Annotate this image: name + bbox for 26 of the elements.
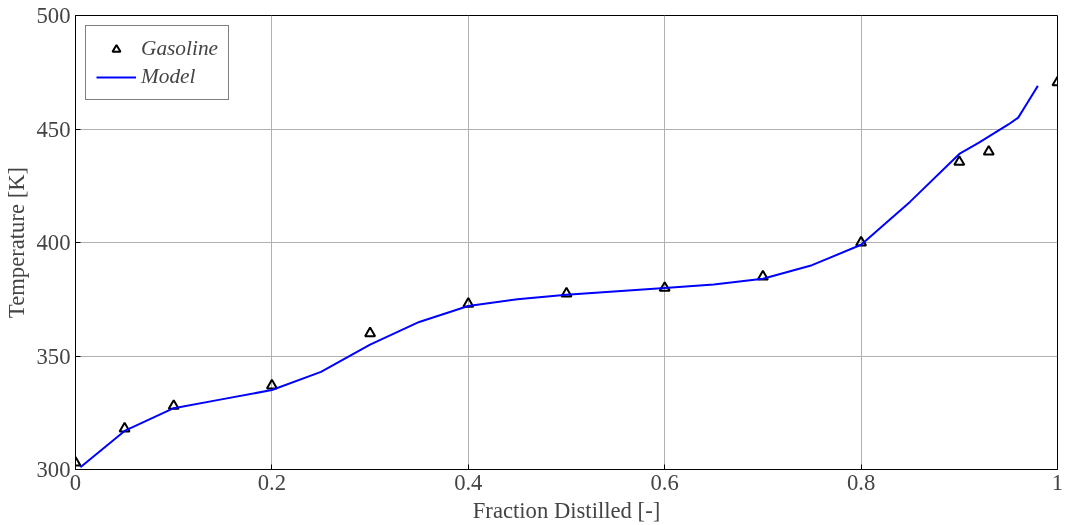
y-tick-label: 500 [36,3,71,28]
point [364,326,377,338]
x-tick-label: 0 [69,469,82,495]
x-tick-label: 0.8 [846,469,876,495]
point [855,235,868,247]
point [658,281,671,292]
x-tick-label: 1 [1051,469,1064,495]
y-tick-label: 350 [36,343,71,369]
point [462,297,475,308]
y-tick-label: 450 [36,116,71,142]
legend-label: Gasoline [141,36,219,61]
legend-label: Model [141,64,196,89]
point [953,155,966,166]
y-tick-label: 400 [36,230,71,255]
y-tick-label: 300 [36,457,71,482]
x-tick-label: 0.2 [257,469,287,495]
point [118,421,131,433]
point [756,269,769,281]
x-tick-label: 0.6 [650,469,679,495]
x-axis-title: Fraction Distilled [-] [472,497,661,523]
point [982,144,995,156]
x-tick-label: 0.4 [454,469,483,495]
point [560,286,573,298]
point [265,378,278,390]
y-axis-title: Temperature [K] [3,166,29,319]
point [167,399,180,410]
